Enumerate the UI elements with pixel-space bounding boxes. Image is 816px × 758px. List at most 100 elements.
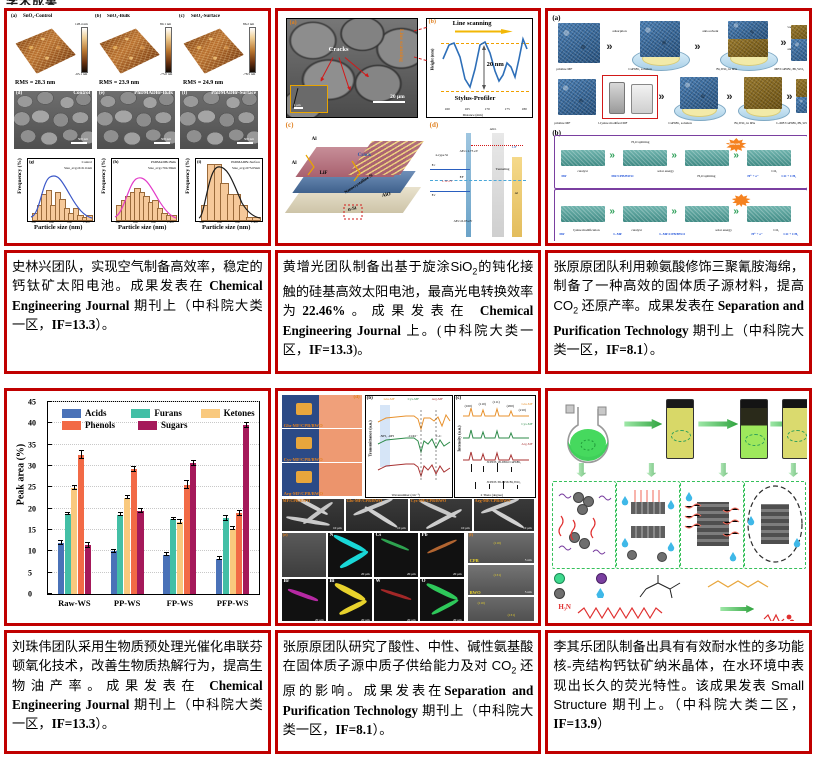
chevron-right-icon-2: » (694, 41, 701, 53)
chart-legend-item[interactable]: Sugars (138, 420, 208, 430)
cracks-label: Cracks (328, 46, 349, 53)
caption-box-3[interactable]: 张原原团队利用赖氨酸修饰三聚氰胺海绵，制备了一种高效的固体质子源材料，提高 CO… (545, 250, 813, 374)
burst-label-1: difficult (728, 142, 740, 146)
stylus-profiler-label: Stylus-Profiler (454, 95, 496, 102)
down-arrow-4 (788, 463, 799, 477)
figure-lysine-sponge[interactable]: (a) adsorption » anti-solvent » v (545, 8, 813, 246)
panel-sio2-silicon-solar: (a) Cracks 1 μm 20 μm (274, 8, 542, 374)
chart-gridline (48, 571, 259, 573)
label-cspbbr3-bottom: CsPbBr₃ solution (668, 121, 692, 125)
figure-canvas: (d) Glu-MF/CPB/BWO Cys-MF/CPB/BWO Arg-MF… (279, 393, 537, 621)
figure-perovskite-synthesis[interactable]: H₃N (545, 388, 813, 626)
map-label-O: O (421, 579, 426, 584)
drop-blue-icon (596, 588, 605, 598)
arrow-extraction (698, 419, 739, 429)
chart-legend-item[interactable]: Furans (131, 408, 194, 418)
lineplot-xlabel: Distance (mm) (462, 113, 483, 117)
chart-bar (84, 545, 91, 594)
afm-colorbar-surface (249, 27, 256, 73)
panel-row-top: (a) SnO₂-Control 128.4 nm -65.1 nm RMS =… (0, 8, 816, 374)
chart-bar (57, 542, 64, 594)
chart-errorbar-cap (216, 558, 222, 560)
lineplot-annotation: 20 nm (486, 61, 504, 68)
chart-legend-item[interactable]: Ketones (200, 408, 264, 418)
figure-sio2-silicon-solar[interactable]: (a) Cracks 1 μm 20 μm (274, 8, 542, 246)
sem-tag-a: (a) (289, 20, 297, 26)
band-value-gap: 1.12 eV (441, 179, 453, 183)
hist-ylabel-h: Frequency (%) (101, 158, 107, 194)
eq2-hplus: H⁺ + e⁻ (751, 232, 763, 236)
chart-errorbar-cap (216, 556, 222, 558)
chart-ytick-mark (48, 486, 52, 488)
chart-legend-row: Acids Furans Ketones (62, 408, 268, 420)
lineplot-xtick-0: 160 (444, 107, 450, 111)
chart-errorbar-cap (230, 526, 236, 528)
caption-text-5: 张原原团队研究了酸性、中性、碱性氨基酸在固体质子源中质子供给能力及对 CO2 还… (282, 639, 534, 737)
chart-ytick-mark (48, 593, 52, 594)
vial-2 (740, 399, 769, 459)
ftir-annot-nh2oh: -NH₂ -OH (379, 434, 394, 438)
hist-xtick-g-0: 300 (31, 220, 37, 224)
chart-errorbar-cap (184, 479, 190, 481)
photo-tag-d: (d) (353, 395, 360, 400)
sem-fiber-1: Glu-MF/CPB/BWO 10 μm (345, 499, 408, 531)
chart-legend-item[interactable]: Acids (62, 408, 125, 418)
hist-ylabel-i: Frequency (%) (185, 158, 191, 194)
figure-peak-area-chart[interactable]: 0 5 10 15 20 25 30 35 40 45 Raw-WS PP-WS FP-WS PFP-W… (4, 388, 271, 626)
chart-ytick-label: 40 (28, 418, 36, 428)
bba-molecule-icon (708, 580, 769, 588)
figure-ftir-xrd-maps[interactable]: (d) Glu-MF/CPB/BWO Cys-MF/CPB/BWO Arg-MF… (274, 388, 542, 626)
cbar-bottom-b: -75.0 nm (160, 72, 173, 76)
chevron-right-icon-5: » (726, 91, 733, 103)
figure-afm-perovskite[interactable]: (a) SnO₂-Control 128.4 nm -65.1 nm RMS =… (4, 8, 271, 246)
cbar-top-b: 80.1 nm (160, 22, 172, 26)
hist-ylabel-g: Frequency (%) (17, 158, 23, 194)
band-label-lif: LiF (511, 145, 517, 149)
chart-errorbar (87, 542, 89, 548)
caption-box-6[interactable]: 李其乐团队制备出具有有效耐水性的多功能核-壳结构钙钛矿纳米晶体，在水环境中表现出… (545, 630, 813, 754)
caption-box-4[interactable]: 刘珠伟团队采用生物质预处理光催化串联芬顿氧化技术，改善生物质热解行为，提高生物油… (4, 630, 271, 754)
hist-xtick-h-4: 1500 (167, 220, 174, 224)
caption-box-5[interactable]: 张原原团队研究了酸性、中性、碱性氨基酸在固体质子源中质子供给能力及对 CO2 还… (274, 630, 542, 754)
sem-row-scale-3: 10 μm (522, 526, 532, 530)
ftir-annot-cc: C-C (435, 434, 442, 438)
band-diagram: n-type Si AlOₓ LiF Al Tunneling Ec Ev EF… (429, 127, 534, 241)
chart-bar (236, 513, 243, 594)
chart-errorbar-cap (111, 549, 117, 551)
xrd-tag-c: (c) (455, 396, 462, 401)
cube-top-3 (791, 25, 808, 39)
xrd-peak-111: (111) (492, 400, 500, 404)
caption-box-2[interactable]: 黄增光团队制备出基于旋涂SiO2的钝化接触的硅基高效太阳电池，最高光电转换效率为… (274, 250, 542, 374)
afm-image-surface (183, 28, 244, 74)
caption-box-1[interactable]: 史林兴团队，实现空气制备高效率，稳定的钙钛矿太阳电池。成果发表在 Chemica… (4, 250, 271, 374)
tem-bwo: BWO (131) 5 nm (467, 565, 534, 595)
lineplot-title: Line scanning (452, 20, 492, 27)
sem-label-d: Control (73, 91, 90, 96)
chart-errorbar-cap (177, 519, 183, 521)
lineplot-tag-b: (b) (428, 19, 437, 25)
band-value-dev: ΔEv=6.03 eV (453, 219, 473, 223)
chart-errorbar-cap (124, 498, 130, 500)
cbar-top-a: 128.4 nm (75, 22, 88, 26)
line-scanning-side-label: Line scanning (397, 29, 404, 62)
chart-errorbar-cap (163, 552, 169, 554)
eq2-catalyst: catalyst (631, 228, 642, 232)
cube-bottom-2 (728, 39, 769, 57)
eq1-catalyst: catalyst (577, 169, 588, 173)
xrd-legend-1: Cys-MF (521, 422, 533, 426)
stack-label-al: Al (291, 161, 297, 166)
chart-gridline (48, 486, 259, 488)
connector-arrows-a-b (413, 27, 428, 62)
chart-errorbar (127, 495, 129, 500)
subfig-tag-c: (c) (179, 14, 185, 19)
panel-biomass-peak-area: 0 5 10 15 20 25 30 35 40 45 Raw-WS PP-WS FP-WS PFP-W… (4, 388, 271, 754)
eq2-lmf: L-MF (613, 232, 623, 236)
label-lysine-mf: l-lysine modified MF (598, 121, 628, 125)
chart-errorbar-cap (65, 514, 71, 516)
photo-cys: Cys-MF/CPB/BWO (281, 429, 362, 462)
photo-label-arg: Arg-MF/CPB/BWO (283, 491, 323, 496)
label-cspbbr3-top: CsPbBr₃ solution (628, 67, 652, 71)
sem-row-label-3: Arg-MF/CPB/BWO (474, 499, 511, 503)
label-bi2wo6-top: Bi₂WO₆ in IPA (716, 67, 738, 71)
chart-legend-item[interactable]: Phenols (62, 420, 132, 430)
